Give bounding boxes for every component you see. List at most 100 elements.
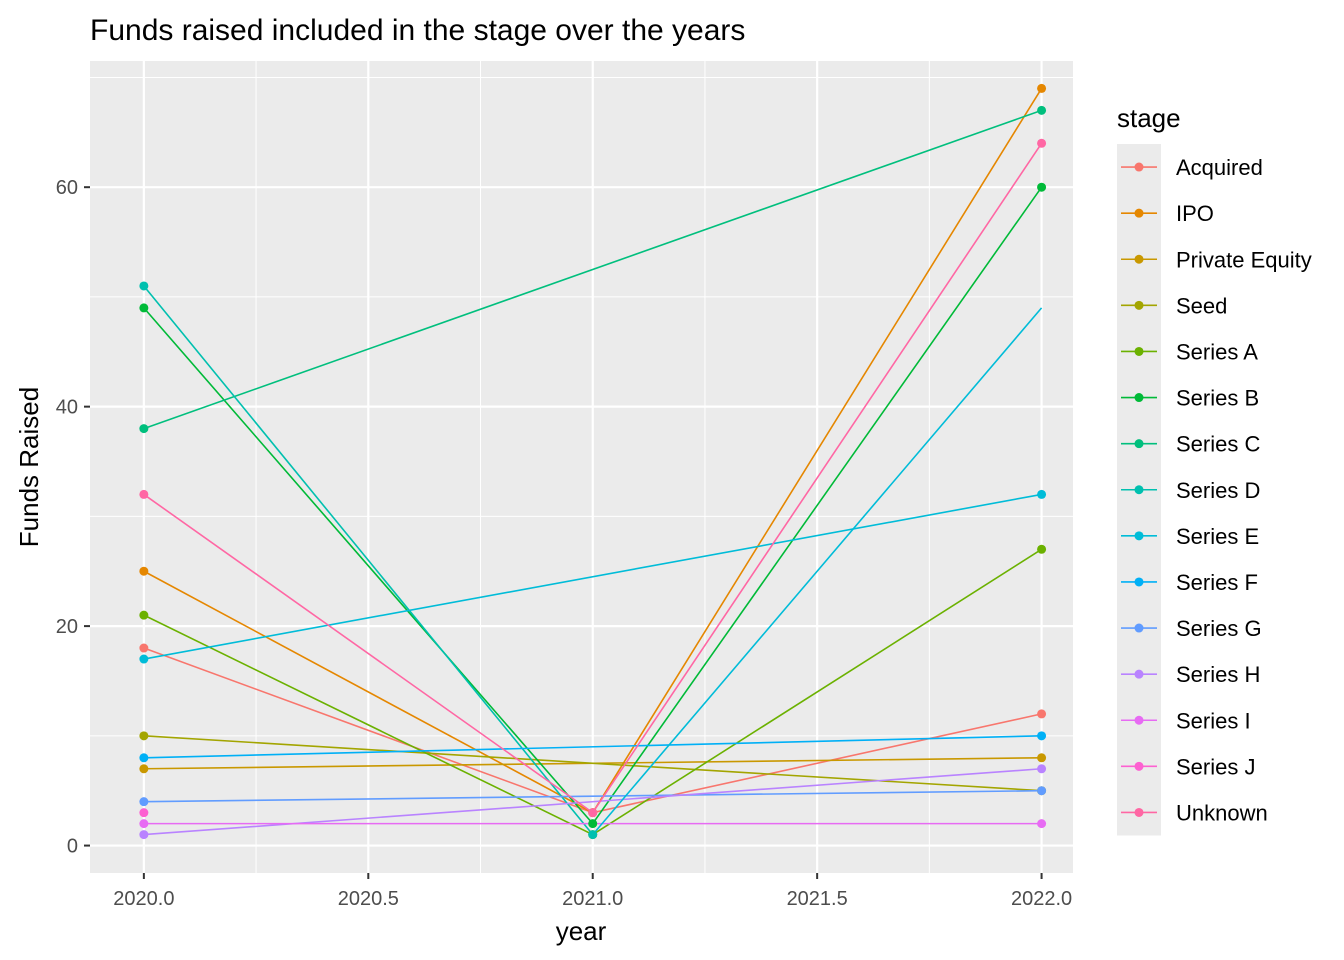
data-point-series-f	[1037, 731, 1047, 741]
legend-label: IPO	[1176, 201, 1214, 226]
series-line-series-f	[143, 735, 1042, 759]
y-tick-label: 40	[56, 397, 78, 419]
data-point-unknown	[1037, 138, 1047, 148]
chart-title: Funds raised included in the stage over …	[90, 14, 745, 47]
legend-label: Series I	[1176, 708, 1251, 733]
legend-label: Series A	[1176, 339, 1258, 364]
legend-key-point	[1134, 485, 1144, 495]
x-tick-label: 2022.0	[1011, 888, 1072, 910]
x-tick-label: 2021.5	[787, 888, 848, 910]
data-point-unknown	[588, 808, 598, 818]
legend-key-point	[1134, 531, 1144, 541]
grid-minor	[90, 61, 1073, 873]
data-point-series-d	[588, 830, 598, 840]
legend-label: Series J	[1176, 754, 1255, 779]
data-point-private-equity	[139, 764, 149, 774]
data-point-series-a	[1037, 544, 1047, 554]
x-axis-label: year	[556, 916, 607, 946]
legend-key-point	[1134, 393, 1144, 403]
data-point-series-a	[139, 610, 149, 620]
data-point-series-i	[139, 819, 149, 829]
data-point-series-b	[588, 819, 598, 829]
series-points	[139, 83, 1047, 840]
legend-item-series-j: Series J	[1121, 754, 1255, 779]
legend-item-series-h: Series H	[1121, 662, 1260, 687]
y-tick-label: 20	[56, 616, 78, 638]
legend-item-series-d: Series D	[1121, 478, 1260, 503]
legend-item-private-equity: Private Equity	[1121, 247, 1312, 272]
legend-item-series-b: Series B	[1121, 386, 1259, 411]
legend-item-acquired: Acquired	[1121, 155, 1263, 180]
legend-key-point	[1134, 439, 1144, 449]
series-line-extra	[592, 307, 1043, 836]
data-point-acquired	[1037, 709, 1047, 719]
data-point-seed	[139, 731, 149, 741]
legend-item-seed: Seed	[1121, 293, 1227, 318]
legend-item-series-e: Series E	[1121, 524, 1259, 549]
series-line-series-e	[143, 493, 1042, 660]
x-tick-label: 2020.5	[338, 888, 399, 910]
legend-label: Series D	[1176, 478, 1260, 503]
legend-item-series-f: Series F	[1121, 570, 1258, 595]
legend-item-series-g: Series G	[1121, 616, 1262, 641]
series-line-series-c	[143, 109, 1042, 430]
legend-item-series-c: Series C	[1121, 432, 1260, 457]
legend-item-series-i: Series I	[1121, 708, 1251, 733]
data-point-private-equity	[1037, 753, 1047, 763]
data-point-series-g	[1037, 786, 1047, 796]
y-tick-label: 0	[67, 836, 78, 858]
legend-item-series-a: Series A	[1121, 339, 1258, 364]
data-point-series-b	[139, 303, 149, 313]
legend-item-ipo: IPO	[1121, 201, 1214, 226]
plot-panel	[90, 61, 1073, 873]
legend-key-point	[1134, 254, 1144, 264]
data-point-series-c	[1037, 105, 1047, 115]
series-line-series-g	[143, 789, 1042, 803]
legend-key-point	[1134, 669, 1144, 679]
legend-items: Acquired IPO Private Equity Seed Series A Ser…	[1117, 144, 1312, 836]
legend-key-point	[1134, 715, 1144, 725]
y-tick-label: 60	[56, 177, 78, 199]
legend-key-point	[1134, 623, 1144, 633]
data-point-unknown	[139, 489, 149, 499]
data-point-series-i	[1037, 819, 1047, 829]
data-point-series-h	[139, 830, 149, 840]
legend-label: Unknown	[1176, 800, 1268, 825]
legend-label: Private Equity	[1176, 247, 1312, 272]
legend-key-point	[1134, 761, 1144, 771]
data-point-series-g	[139, 797, 149, 807]
legend-label: Series B	[1176, 386, 1259, 411]
legend: stage Acquired IPO Private Equity Seed Serie…	[1117, 103, 1312, 836]
legend-key-point	[1134, 807, 1144, 817]
y-axis-label: Funds Raised	[14, 387, 44, 547]
x-axis: 2020.0 2020.5 2021.0 2021.5 2022.0	[113, 873, 1072, 910]
legend-label: Series H	[1176, 662, 1260, 687]
legend-key-point	[1134, 577, 1144, 587]
legend-label: Series E	[1176, 524, 1259, 549]
legend-title: stage	[1117, 103, 1181, 133]
legend-key-point	[1134, 300, 1144, 310]
data-point-series-c	[139, 424, 149, 434]
legend-label: Series C	[1176, 432, 1260, 457]
data-point-series-d	[139, 281, 149, 291]
data-point-series-e	[1037, 489, 1047, 499]
data-point-series-e	[139, 654, 149, 664]
data-point-acquired	[139, 643, 149, 653]
data-point-series-b	[1037, 182, 1047, 192]
data-point-series-h	[1037, 764, 1047, 774]
y-axis: 0 20 40 60	[56, 177, 90, 858]
x-tick-label: 2020.0	[113, 888, 174, 910]
data-point-ipo	[139, 566, 149, 576]
legend-label: Acquired	[1176, 155, 1263, 180]
series-line-series-d	[143, 285, 594, 836]
data-point-series-f	[139, 753, 149, 763]
series-line-seed	[143, 735, 1042, 792]
legend-label: Series G	[1176, 616, 1262, 641]
data-point-ipo	[1037, 83, 1047, 93]
legend-label: Series F	[1176, 570, 1258, 595]
legend-key-point	[1134, 162, 1144, 172]
legend-key-point	[1134, 346, 1144, 356]
x-tick-label: 2021.0	[562, 888, 623, 910]
data-point-series-j	[139, 808, 149, 818]
